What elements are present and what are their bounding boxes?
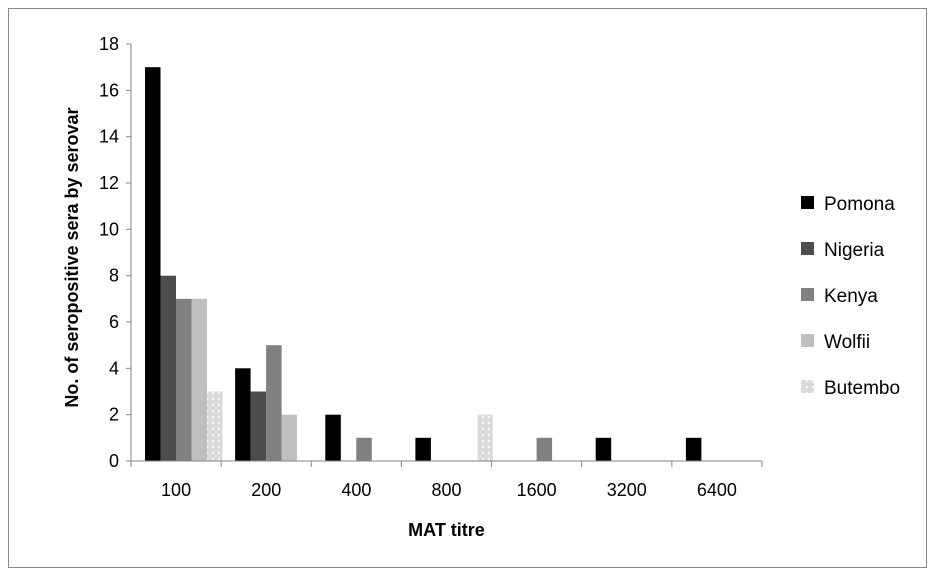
y-tick-label: 8 — [109, 266, 119, 286]
y-tick-label: 16 — [99, 80, 119, 100]
bar-butembo-100 — [207, 391, 223, 461]
legend-label-butembo: Butembo — [824, 378, 900, 399]
bar-pomona-6400 — [685, 437, 702, 461]
y-tick-label: 10 — [99, 219, 119, 239]
legend-swatch-nigeria — [801, 242, 814, 255]
bar-kenya-100 — [176, 298, 192, 461]
legend-swatch-kenya — [801, 288, 814, 301]
y-tick-label: 4 — [109, 358, 119, 378]
x-tick-label: 400 — [341, 480, 371, 500]
legend-label-nigeria: Nigeria — [824, 240, 885, 261]
bars — [145, 67, 702, 461]
x-tick-label: 800 — [431, 480, 461, 500]
legend-label-wolfii: Wolfii — [824, 332, 870, 353]
bar-pomona-3200 — [595, 437, 612, 461]
bar-kenya-400 — [356, 437, 372, 461]
y-axis-title: No. of seropositive sera by serovar — [62, 107, 82, 407]
bar-nigeria-100 — [160, 275, 176, 461]
bar-pomona-100 — [145, 67, 161, 461]
x-tick-label: 6400 — [697, 480, 737, 500]
bar-wolfii-200 — [281, 414, 298, 461]
y-tick-label: 6 — [109, 312, 119, 332]
x-tick-label: 1600 — [517, 480, 557, 500]
bar-kenya-1600 — [536, 437, 553, 461]
y-tick-label: 12 — [99, 173, 119, 193]
legend-label-kenya: Kenya — [824, 286, 878, 307]
y-axis-ticks: 0 2 4 6 8 10 12 14 16 18 — [99, 34, 131, 471]
bar-kenya-200 — [266, 345, 282, 461]
x-axis-ticks: 100 200 400 800 1600 3200 6400 — [130, 461, 763, 500]
bar-pomona-400 — [325, 414, 341, 461]
bar-pomona-800 — [415, 437, 431, 461]
y-tick-label: 2 — [109, 405, 119, 425]
legend-label-pomona: Pomona — [824, 194, 895, 215]
legend: Pomona Nigeria Kenya Wolfii Butembo — [801, 194, 900, 399]
y-tick-label: 18 — [99, 34, 119, 54]
bar-nigeria-200 — [250, 391, 267, 461]
y-tick-label: 14 — [99, 127, 119, 147]
bar-pomona-200 — [235, 368, 251, 461]
legend-swatch-butembo — [801, 380, 814, 393]
legend-swatch-wolfii — [801, 334, 814, 347]
x-tick-label: 3200 — [607, 480, 647, 500]
x-axis-title: MAT titre — [408, 520, 485, 540]
x-tick-label: 200 — [251, 480, 281, 500]
x-tick-label: 100 — [161, 480, 191, 500]
bar-wolfii-100 — [191, 298, 207, 461]
bar-butembo-800 — [477, 414, 493, 461]
y-tick-label: 0 — [109, 451, 119, 471]
legend-swatch-pomona — [801, 196, 814, 209]
axes — [130, 44, 762, 462]
